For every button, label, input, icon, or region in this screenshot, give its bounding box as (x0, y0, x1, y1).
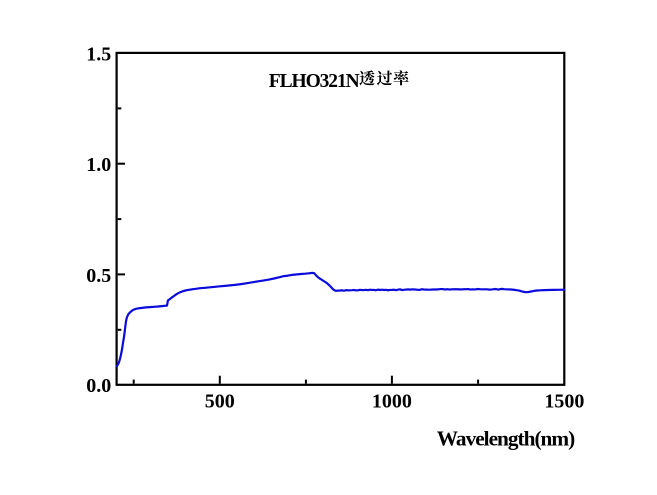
svg-text:1000: 1000 (372, 390, 412, 412)
svg-text:Wavelength(nm): Wavelength(nm) (437, 427, 575, 451)
svg-text:FLHO321N: FLHO321N (269, 71, 360, 92)
svg-text:1500: 1500 (544, 390, 584, 412)
svg-text:1.0: 1.0 (86, 154, 111, 176)
svg-text:0.0: 0.0 (86, 375, 111, 397)
svg-text:500: 500 (205, 390, 235, 412)
svg-text:1.5: 1.5 (86, 43, 111, 65)
svg-text:0.5: 0.5 (86, 265, 111, 287)
